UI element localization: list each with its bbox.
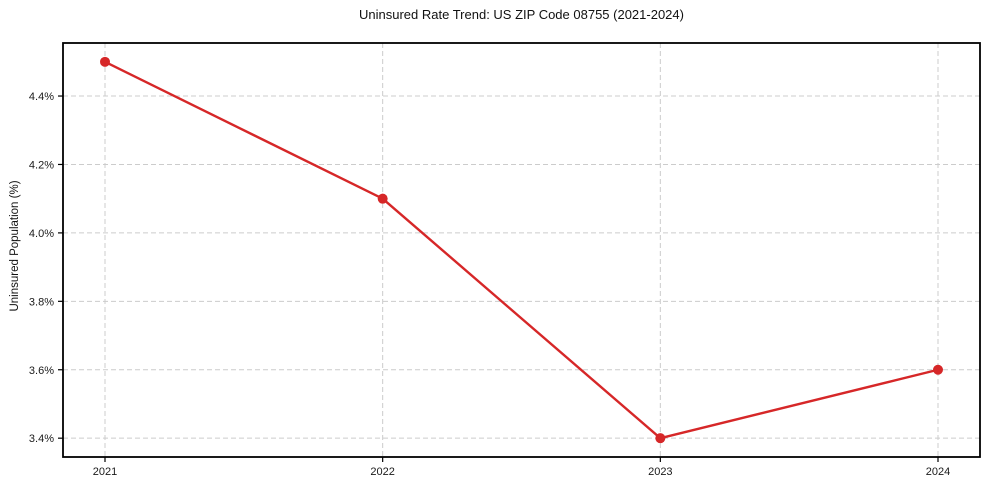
plot-border bbox=[62, 42, 981, 458]
data-point-marker bbox=[377, 193, 388, 204]
data-point-marker bbox=[933, 364, 943, 375]
y-tick-label: 4.0% bbox=[29, 228, 54, 240]
y-tick-label: 3.4% bbox=[29, 433, 54, 445]
x-tick-label: 2022 bbox=[370, 466, 394, 478]
data-point-marker bbox=[100, 56, 110, 67]
y-tick-label: 4.2% bbox=[29, 159, 54, 171]
y-tick-label: 3.6% bbox=[29, 365, 54, 377]
x-tick-label: 2024 bbox=[926, 466, 950, 478]
data-point-marker bbox=[655, 433, 666, 444]
x-tick-label: 2023 bbox=[648, 466, 672, 478]
x-tick-label: 2021 bbox=[93, 466, 117, 478]
y-tick-label: 4.4% bbox=[29, 91, 54, 103]
y-tick-label: 3.8% bbox=[29, 296, 54, 308]
chart-title: Uninsured Rate Trend: US ZIP Code 08755 … bbox=[359, 7, 684, 22]
trend-line bbox=[103, 60, 940, 440]
